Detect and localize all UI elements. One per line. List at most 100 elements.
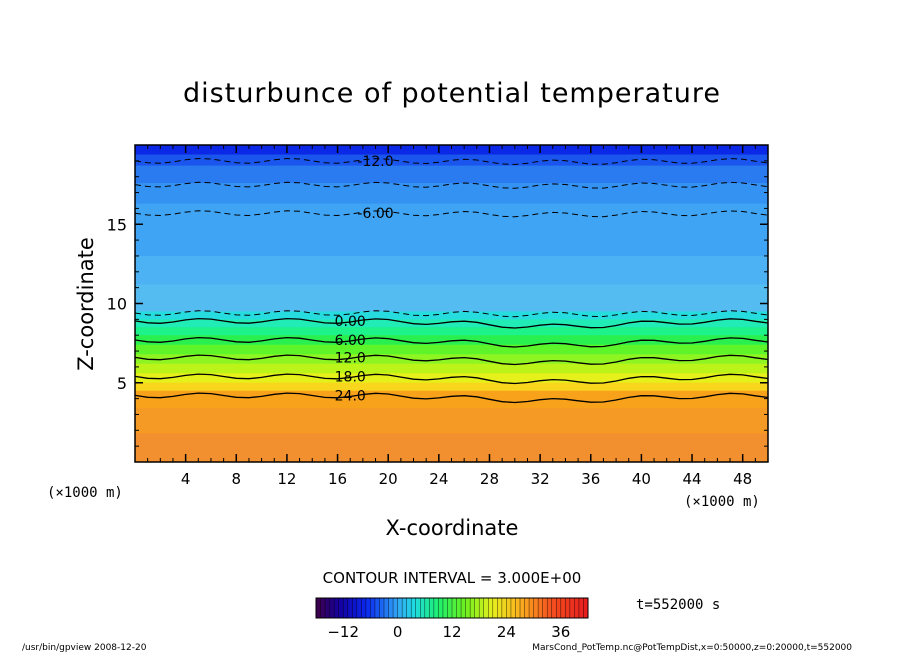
time-text: t=552000 s bbox=[636, 597, 720, 613]
x-unit-right: (×1000 m) bbox=[684, 494, 760, 510]
colorbar-tick-label: 12 bbox=[442, 623, 461, 641]
x-tick-label: 8 bbox=[232, 470, 242, 488]
colorbar-cell bbox=[361, 598, 367, 618]
colorbar-cell bbox=[397, 598, 403, 618]
colorbar-cell bbox=[488, 598, 494, 618]
colorbar-cell bbox=[365, 598, 371, 618]
colorbar-tick-label: 0 bbox=[393, 623, 403, 641]
contour-label: 24.0 bbox=[335, 388, 366, 404]
colorbar-cell bbox=[429, 598, 435, 618]
colorbar-cell bbox=[320, 598, 326, 618]
colorbar-cell bbox=[524, 598, 530, 618]
x-tick-label: 16 bbox=[328, 470, 347, 488]
colorbar-cell bbox=[533, 598, 539, 618]
chart-title: disturbunce of potential temperature bbox=[183, 78, 721, 109]
colorbar-cell bbox=[388, 598, 394, 618]
colorbar-tick-label: 36 bbox=[551, 623, 570, 641]
contour-line-dashed bbox=[135, 157, 768, 166]
y-tick-label: 10 bbox=[107, 295, 127, 314]
contour-label: -12.0 bbox=[357, 154, 393, 170]
x-tick-label: 40 bbox=[632, 470, 651, 488]
x-tick-label: 24 bbox=[429, 470, 448, 488]
colorbar-cell bbox=[474, 598, 480, 618]
colorbar-cell bbox=[520, 598, 526, 618]
contour-label: 6.00 bbox=[335, 333, 366, 349]
colorbar-cell bbox=[574, 598, 580, 618]
contour-line-solid bbox=[135, 317, 768, 329]
colorbar-cell bbox=[470, 598, 476, 618]
y-tick-label: 15 bbox=[107, 215, 127, 234]
colorbar-cell bbox=[578, 598, 584, 618]
colorbar-cell bbox=[356, 598, 362, 618]
contour-line-solid bbox=[135, 373, 768, 385]
colorbar-cell bbox=[334, 598, 340, 618]
y-axis-label: Z-coordinate bbox=[74, 237, 98, 371]
y-tick-label: 5 bbox=[117, 374, 127, 393]
colorbar-frame bbox=[315, 597, 589, 619]
colorbar-cell bbox=[506, 598, 512, 618]
x-tick-label: 4 bbox=[181, 470, 191, 488]
colorbar-tick-label: −12 bbox=[327, 623, 359, 641]
colorbar-cell bbox=[442, 598, 448, 618]
contour-line-solid bbox=[135, 354, 768, 366]
colorbar-cell bbox=[510, 598, 516, 618]
colorbar-cell bbox=[402, 598, 408, 618]
colorbar-cell bbox=[542, 598, 548, 618]
colorbar-tick-label: 24 bbox=[497, 623, 516, 641]
y-axis-ticks: 5 10 15 bbox=[107, 160, 768, 447]
colorbar-cell bbox=[343, 598, 349, 618]
x-tick-label: 32 bbox=[531, 470, 550, 488]
x-tick-label: 48 bbox=[733, 470, 752, 488]
colorbar-cell bbox=[370, 598, 376, 618]
colorbar-cell bbox=[325, 598, 331, 618]
field-band bbox=[135, 433, 768, 462]
x-unit-left: (×1000 m) bbox=[47, 485, 123, 501]
x-axis-label: X-coordinate bbox=[386, 516, 519, 540]
x-tick-label: 44 bbox=[682, 470, 701, 488]
contour-line-dashed bbox=[135, 310, 768, 318]
contour-label: -6.00 bbox=[357, 206, 393, 222]
colorbar-cell bbox=[461, 598, 467, 618]
footer-left: /usr/bin/gpview 2008-12-20 bbox=[22, 643, 147, 653]
colorbar-cell bbox=[384, 598, 390, 618]
colorbar bbox=[315, 597, 589, 619]
colorbar-cell bbox=[338, 598, 344, 618]
colorbar-cell bbox=[547, 598, 553, 618]
colorbar-cell bbox=[556, 598, 562, 618]
colorbar-cell bbox=[538, 598, 544, 618]
colorbar-cell bbox=[406, 598, 412, 618]
contour-label: 0.00 bbox=[335, 314, 366, 330]
colorbar-cell bbox=[565, 598, 571, 618]
colorbar-cell bbox=[316, 598, 322, 618]
contour-field bbox=[135, 145, 768, 462]
colorbar-cell bbox=[465, 598, 471, 618]
colorbar-cell bbox=[569, 598, 575, 618]
contour-label: 12.0 bbox=[335, 350, 366, 366]
colorbar-cell bbox=[424, 598, 430, 618]
x-tick-label: 36 bbox=[581, 470, 600, 488]
footer-right: MarsCond_PotTemp.nc@PotTempDist,x=0:5000… bbox=[532, 643, 852, 653]
colorbar-cell bbox=[438, 598, 444, 618]
contour-line-dashed bbox=[135, 210, 768, 218]
colorbar-cell bbox=[379, 598, 385, 618]
contour-line-solid bbox=[135, 392, 768, 404]
colorbar-cell bbox=[447, 598, 453, 618]
colorbar-cell bbox=[583, 598, 589, 618]
contour-line-dashed bbox=[135, 181, 768, 189]
colorbar-cell bbox=[456, 598, 462, 618]
colorbar-cell bbox=[483, 598, 489, 618]
x-tick-label: 20 bbox=[379, 470, 398, 488]
x-tick-label: 12 bbox=[277, 470, 296, 488]
colorbar-cell bbox=[347, 598, 353, 618]
colorbar-cell bbox=[501, 598, 507, 618]
colorbar-cell bbox=[415, 598, 421, 618]
colorbar-cell bbox=[411, 598, 417, 618]
x-tick-label: 28 bbox=[480, 470, 499, 488]
contour-line-solid bbox=[135, 336, 768, 348]
colorbar-cell bbox=[497, 598, 503, 618]
colorbar-ticks: −12 0 12 24 36 bbox=[327, 623, 570, 641]
x-axis-ticks: 4 8 12 16 20 24 28 32 36 40 44 48 bbox=[147, 145, 756, 488]
colorbar-cell bbox=[433, 598, 439, 618]
